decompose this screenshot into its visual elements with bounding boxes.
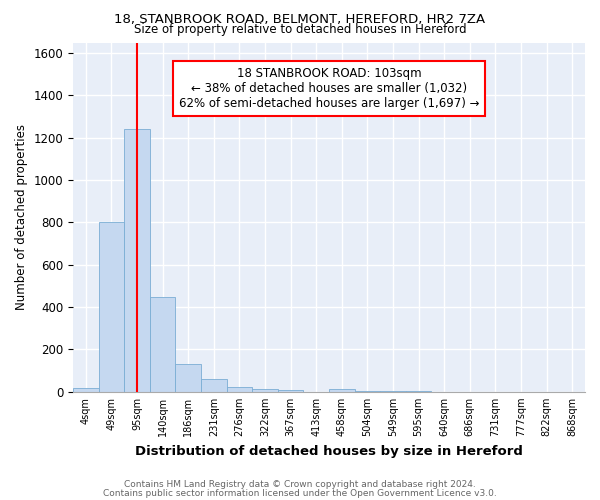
Bar xyxy=(201,379,227,392)
Y-axis label: Number of detached properties: Number of detached properties xyxy=(15,124,28,310)
Text: 18 STANBROOK ROAD: 103sqm
← 38% of detached houses are smaller (1,032)
62% of se: 18 STANBROOK ROAD: 103sqm ← 38% of detac… xyxy=(179,67,479,110)
X-axis label: Distribution of detached houses by size in Hereford: Distribution of detached houses by size … xyxy=(135,444,523,458)
Text: Contains HM Land Registry data © Crown copyright and database right 2024.: Contains HM Land Registry data © Crown c… xyxy=(124,480,476,489)
Bar xyxy=(252,388,278,392)
Text: Contains public sector information licensed under the Open Government Licence v3: Contains public sector information licen… xyxy=(103,488,497,498)
Bar xyxy=(73,388,98,392)
Bar xyxy=(150,296,175,392)
Bar xyxy=(227,386,252,392)
Bar xyxy=(278,390,304,392)
Text: 18, STANBROOK ROAD, BELMONT, HEREFORD, HR2 7ZA: 18, STANBROOK ROAD, BELMONT, HEREFORD, H… xyxy=(115,12,485,26)
Text: Size of property relative to detached houses in Hereford: Size of property relative to detached ho… xyxy=(134,24,466,36)
Bar xyxy=(380,391,406,392)
Bar xyxy=(98,222,124,392)
Bar xyxy=(175,364,201,392)
Bar xyxy=(329,388,355,392)
Bar xyxy=(124,130,150,392)
Bar xyxy=(355,390,380,392)
